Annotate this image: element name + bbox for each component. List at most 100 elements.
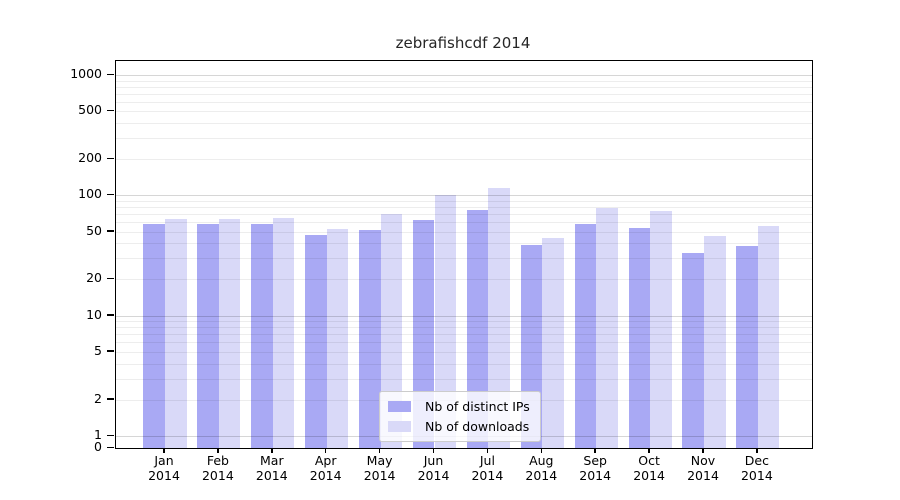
grid-minor-line — [116, 137, 812, 139]
y-tick-mark — [107, 109, 114, 112]
bar-downloads — [596, 208, 618, 448]
y-tick-mark — [107, 277, 114, 280]
x-tick-mark — [594, 448, 596, 453]
grid-minor-line — [116, 86, 812, 88]
bar-distinct-ips — [466, 209, 489, 448]
grid-minor-line — [116, 222, 812, 224]
grid-minor-line — [116, 279, 812, 281]
y-tick-mark — [107, 434, 114, 436]
x-tick-mark — [432, 448, 435, 453]
x-tick-mark — [163, 448, 165, 453]
x-tick-label: Jan 2014 — [148, 453, 180, 483]
grid-minor-line — [116, 351, 812, 353]
bar-downloads — [434, 194, 457, 448]
x-tick-label: May 2014 — [363, 453, 396, 483]
y-tick-mark — [107, 73, 114, 75]
bar-distinct-ips — [305, 234, 327, 448]
grid-minor-line — [116, 213, 812, 215]
y-tick-mark — [107, 398, 114, 400]
legend-swatch-distinct-ips — [388, 401, 411, 412]
grid-minor-line — [116, 93, 812, 95]
x-tick-mark — [271, 448, 273, 453]
legend-item-distinct-ips: Nb of distinct IPs — [388, 400, 530, 413]
grid-minor-line — [116, 122, 812, 124]
bar-downloads — [165, 218, 187, 448]
x-tick-label: Sep 2014 — [579, 453, 612, 483]
x-tick-label: Nov 2014 — [687, 453, 719, 483]
chart-title: zebrafishcdf 2014 — [395, 34, 531, 52]
y-tick-label: 500 — [78, 102, 102, 118]
x-tick-label: Mar 2014 — [255, 453, 288, 483]
y-tick-label: 1 — [94, 427, 102, 442]
grid-minor-line — [116, 243, 812, 245]
x-tick-mark — [324, 448, 327, 453]
x-tick-mark — [378, 448, 381, 453]
y-tick-mark — [107, 446, 114, 448]
x-tick-mark — [217, 448, 219, 453]
bar-downloads — [326, 228, 349, 448]
x-tick-label: Apr 2014 — [309, 453, 342, 483]
bar-distinct-ips — [628, 227, 651, 448]
y-tick-label: 5 — [94, 342, 102, 358]
x-tick-mark — [648, 448, 650, 453]
bar-downloads — [650, 211, 672, 448]
legend-item-downloads: Nb of downloads — [388, 420, 530, 433]
grid-minor-line — [116, 321, 812, 323]
x-tick-mark — [486, 448, 489, 453]
bar-downloads — [542, 238, 564, 448]
y-tick-label: 10 — [86, 306, 102, 322]
legend: Nb of distinct IPs Nb of downloads — [379, 391, 541, 442]
grid-minor-line — [116, 231, 812, 233]
grid-minor-line — [116, 378, 812, 380]
y-tick-label: 0 — [94, 439, 102, 454]
grid-major-line — [116, 195, 812, 197]
grid-minor-line — [116, 363, 812, 365]
grid-minor-line — [116, 111, 812, 113]
y-tick-label: 200 — [78, 150, 102, 166]
x-tick-label: Aug 2014 — [525, 453, 558, 483]
grid-minor-line — [116, 80, 812, 82]
grid-minor-line — [116, 258, 812, 260]
y-tick-mark — [107, 230, 114, 232]
grid-minor-line — [116, 101, 812, 103]
x-tick-mark — [756, 448, 758, 453]
bar-distinct-ips — [251, 223, 273, 448]
grid-minor-line — [116, 159, 812, 161]
bar-downloads — [272, 217, 295, 448]
plot-area: Nb of distinct IPs Nb of downloads — [115, 60, 813, 449]
x-tick-mark — [540, 448, 543, 453]
y-tick-mark — [107, 350, 114, 352]
y-tick-mark — [107, 314, 114, 316]
bar-downloads — [380, 213, 403, 448]
grid-major-line — [116, 315, 812, 317]
x-tick-label: Feb 2014 — [201, 453, 234, 483]
grid-minor-line — [116, 207, 812, 208]
y-tick-label: 1000 — [70, 66, 102, 81]
y-tick-mark — [107, 157, 114, 160]
legend-swatch-downloads — [388, 421, 411, 432]
y-tick-mark — [107, 193, 114, 196]
grid-minor-line — [116, 342, 812, 344]
bar-downloads — [704, 235, 726, 448]
bar-distinct-ips — [197, 223, 219, 448]
grid-major-line — [116, 75, 812, 76]
x-tick-label: Jul 2014 — [471, 453, 504, 483]
y-tick-label: 100 — [78, 186, 102, 202]
y-tick-label: 20 — [86, 270, 102, 286]
legend-label-downloads: Nb of downloads — [425, 419, 530, 434]
x-tick-label: Oct 2014 — [633, 453, 665, 483]
legend-label-distinct-ips: Nb of distinct IPs — [425, 399, 530, 414]
bar-distinct-ips — [359, 229, 381, 448]
x-tick-mark — [702, 448, 704, 453]
bar-downloads — [218, 218, 241, 448]
bar-distinct-ips — [574, 223, 597, 448]
bar-distinct-ips — [682, 253, 704, 448]
grid-minor-line — [116, 327, 812, 329]
bar-downloads — [488, 187, 510, 448]
y-tick-label: 50 — [86, 222, 102, 238]
x-tick-label: Jun 2014 — [417, 453, 450, 483]
grid-minor-line — [116, 200, 812, 202]
x-tick-label: Dec 2014 — [740, 453, 773, 483]
bar-distinct-ips — [143, 223, 165, 448]
